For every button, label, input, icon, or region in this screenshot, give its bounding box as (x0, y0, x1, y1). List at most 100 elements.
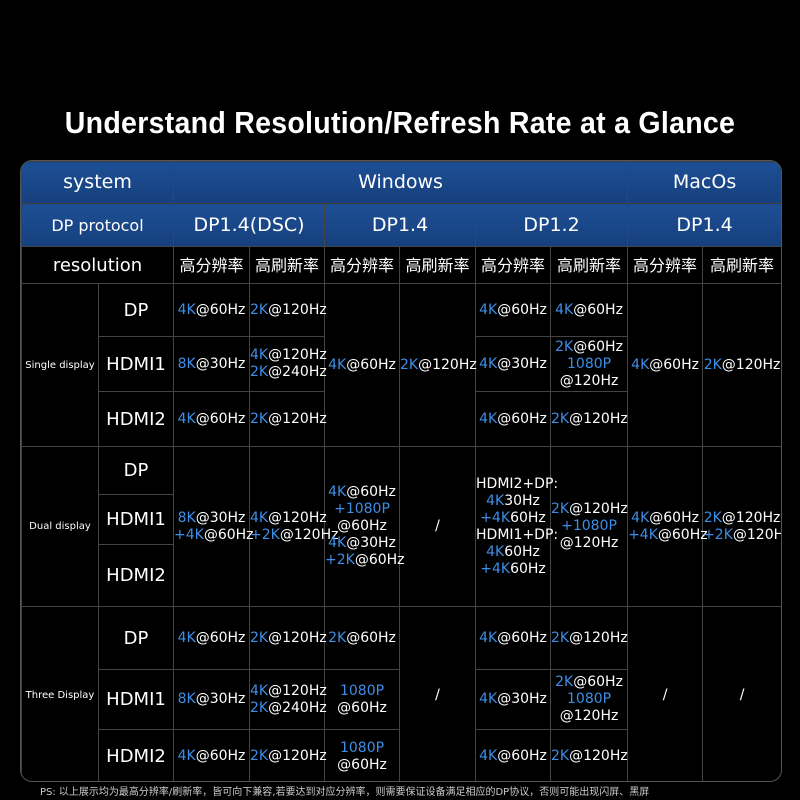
cell-line: +4K@60Hz (628, 526, 708, 543)
cell-line: 2K@60Hz (328, 629, 396, 646)
cell-line: 2K@120Hz (250, 629, 327, 646)
cell-line: 8K@30Hz (177, 509, 246, 526)
cell-line: 2K@120Hz (551, 748, 628, 764)
cell-line: 2K@120Hz (250, 301, 327, 318)
cell-line: @60Hz (337, 756, 387, 773)
port: HDMI2 (97, 729, 175, 781)
cell: 2K@120Hz (702, 283, 781, 447)
cell: 4K@60Hz (173, 391, 251, 447)
cell-line: 4K@120Hz (250, 347, 327, 363)
port: HDMI1 (97, 669, 175, 730)
cell: 4K@60Hz (173, 606, 251, 670)
cell-line: 1080P (567, 355, 612, 372)
cell: 8K@30Hz +4K@60Hz (173, 446, 254, 607)
group-label: Three Display (21, 606, 99, 781)
cell-line: 4K30Hz (486, 492, 540, 509)
cell: 4K@30Hz (475, 336, 552, 392)
windows-label: Windows (173, 161, 629, 204)
resolution-label: resolution (21, 246, 175, 284)
cell: 4K@120Hz 2K@240Hz (249, 336, 327, 392)
port: DP (97, 606, 175, 670)
cell-line: HDMI2+DP: (476, 475, 559, 492)
cell: 4K@60Hz (475, 606, 552, 670)
footnote: PS: 以上展示均为最高分辨率/刷新率，皆可向下兼容,若要达到对应分辨率，则需要… (40, 787, 650, 798)
cell: 4K@60Hz (475, 729, 552, 781)
cell-line: 4K@60Hz (479, 748, 547, 764)
cell-line: 4K@60Hz (555, 301, 623, 318)
cell-line: @60Hz (337, 518, 387, 534)
cell-line: +4K60Hz (480, 560, 546, 577)
cell-line: 1080P (339, 739, 385, 756)
cell-line: 2K@120Hz (400, 356, 477, 373)
cell-line: / (739, 686, 745, 703)
cell-line: +1080P (334, 501, 390, 517)
cell: 2K@120Hz +1080P @120Hz (550, 446, 629, 607)
cell: 4K@60Hz (627, 283, 704, 447)
cell-line: +4K@60Hz (174, 526, 254, 543)
cell-line: @120Hz (559, 372, 619, 389)
cell-line: 2K@120Hz (551, 501, 628, 517)
subheader: 高刷新率 (249, 246, 326, 284)
cell: / (399, 446, 477, 607)
cell: 2K@120Hz (249, 729, 327, 781)
cell-line: 4K@60Hz (631, 509, 699, 526)
cell: 2K@120Hz (249, 606, 327, 670)
subheader: 高分辨率 (475, 246, 552, 284)
cell-line: 4K60Hz (486, 543, 540, 560)
cell-line: 4K@60Hz (479, 410, 547, 427)
cell: 4K@60Hz (324, 283, 401, 447)
dp-protocol-label: DP protocol (21, 203, 175, 247)
subheader: 高分辨率 (324, 246, 401, 284)
subheader: 高刷新率 (399, 246, 477, 284)
cell-line: +1080P (561, 518, 617, 534)
macos-label: MacOs (627, 161, 781, 204)
cell: 4K@60Hz +4K@60Hz (627, 446, 708, 607)
protocol: DP1.2 (475, 203, 629, 247)
port: HDMI2 (97, 544, 175, 607)
cell-line: 4K@30Hz (479, 691, 547, 707)
cell-line: 2K@120Hz (703, 509, 781, 526)
cell: 8K@30Hz (173, 669, 251, 730)
cell-line: 4K@60Hz (177, 301, 246, 318)
cell: 4K@60Hz (475, 283, 552, 337)
cell: HDMI2+DP: 4K30Hz +4K60Hz HDMI1+DP: 4K60Hz +4K… (475, 446, 559, 607)
cell-line: 2K@60Hz (555, 674, 623, 690)
cell-line: 2K@120Hz (250, 748, 327, 764)
protocol: DP1.4(DSC) (173, 203, 326, 247)
cell-line: 4K@30Hz (479, 355, 547, 372)
port: DP (97, 283, 175, 337)
cell-line: @120Hz (559, 708, 619, 724)
cell: 2K@120Hz (550, 606, 629, 670)
cell-line: 2K@120Hz (551, 629, 628, 646)
cell: / (399, 606, 477, 781)
cell-line: 4K@60Hz (328, 356, 396, 373)
port: HDMI1 (97, 494, 175, 545)
cell-line: / (435, 686, 440, 703)
cell-line: 4K@60Hz (479, 301, 547, 318)
cell-line: 2K@120Hz (703, 356, 781, 373)
cell: 2K@120Hz (249, 391, 327, 447)
cell: 4K@60Hz (173, 283, 251, 337)
cell: / (627, 606, 704, 781)
cell-line: 1080P (567, 691, 612, 707)
cell-line: 2K@240Hz (250, 699, 327, 716)
cell: / (702, 606, 781, 781)
cell-line: 4K@60Hz (177, 748, 246, 764)
cell-line: @120Hz (559, 535, 619, 551)
cell-line: +2K@120Hz (250, 526, 339, 543)
cell-line: 4K@120Hz (250, 509, 327, 526)
cell: 1080P @60Hz (324, 669, 401, 730)
cell: 1080P @60Hz (324, 729, 401, 781)
cell: 4K@60Hz (173, 729, 251, 781)
cell-line: +4K60Hz (480, 509, 546, 526)
port: DP (97, 446, 175, 495)
cell: 4K@30Hz (475, 669, 552, 730)
cell-line: 4K@120Hz (250, 682, 327, 699)
cell-line: 2K@60Hz (555, 338, 623, 355)
cell: 4K@60Hz (475, 391, 552, 447)
title: Understand Resolution/Refresh Rate at a … (64, 105, 736, 140)
cell: 2K@60Hz 1080P @120Hz (550, 336, 629, 392)
cell: 4K@120Hz 2K@240Hz (249, 669, 327, 730)
cell-line: 2K@120Hz (250, 410, 327, 427)
